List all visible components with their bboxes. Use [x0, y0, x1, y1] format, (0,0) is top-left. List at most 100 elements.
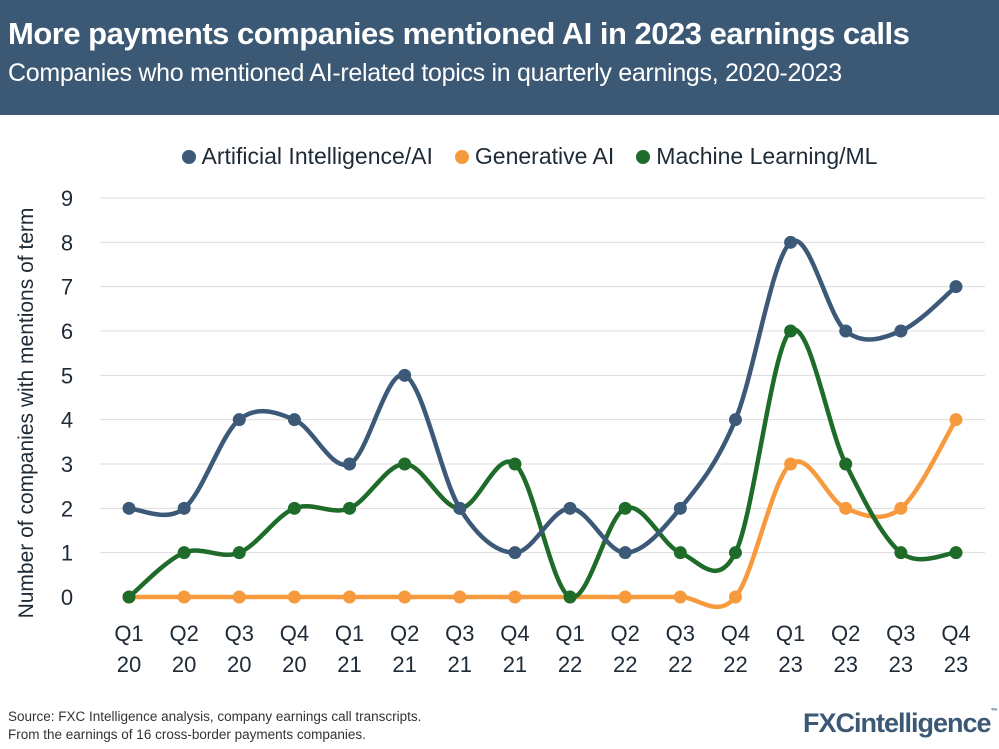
x-tick-label-quarter: Q1 [335, 621, 364, 646]
legend: Artificial Intelligence/AI Generative AI… [0, 143, 999, 170]
y-tick-label: 6 [61, 319, 73, 344]
data-point [673, 501, 687, 515]
data-point [839, 324, 853, 338]
data-point [287, 501, 301, 515]
x-tick-label-quarter: Q1 [555, 621, 584, 646]
y-axis-label: Number of companies with mentions of ter… [15, 208, 38, 619]
x-tick-label-quarter: Q1 [114, 621, 143, 646]
x-tick-label-quarter: Q2 [169, 621, 198, 646]
legend-item-ml: Machine Learning/ML [636, 143, 877, 170]
data-point [839, 457, 853, 471]
x-tick-label-year: 21 [448, 652, 472, 677]
data-point [618, 590, 632, 604]
x-tick-label-quarter: Q4 [941, 621, 970, 646]
data-point [343, 457, 357, 471]
series-line-1 [128, 418, 958, 610]
x-tick-label-year: 23 [944, 652, 968, 677]
data-point [673, 546, 687, 560]
x-tick-label-quarter: Q1 [776, 621, 805, 646]
x-tick-label-year: 22 [723, 652, 747, 677]
x-tick-label-quarter: Q3 [225, 621, 254, 646]
data-point [287, 413, 301, 427]
x-tick-label-year: 22 [558, 652, 582, 677]
x-tick-label-quarter: Q3 [886, 621, 915, 646]
data-point [618, 501, 632, 515]
x-tick-label-year: 21 [503, 652, 527, 677]
header-banner: More payments companies mentioned AI in … [0, 0, 999, 115]
legend-marker-icon [181, 149, 196, 164]
x-tick-label-quarter: Q4 [280, 621, 309, 646]
data-point [177, 590, 191, 604]
legend-label: Machine Learning/ML [656, 143, 878, 169]
x-tick-label-year: 22 [668, 652, 692, 677]
y-tick-label: 1 [61, 541, 73, 566]
data-point [287, 590, 301, 604]
x-tick-label-quarter: Q3 [445, 621, 474, 646]
chart-subtitle: Companies who mentioned AI-related topic… [8, 59, 842, 87]
source-note: Source: FXC Intelligence analysis, compa… [8, 708, 421, 744]
data-point [232, 590, 246, 604]
y-tick-label: 8 [61, 230, 73, 255]
legend-label: Generative AI [474, 143, 615, 169]
data-point [894, 501, 908, 515]
x-tick-label-year: 23 [778, 652, 802, 677]
x-tick-label-year: 23 [889, 652, 913, 677]
data-point [453, 501, 467, 515]
data-point [122, 590, 136, 604]
y-tick-label: 3 [61, 452, 73, 477]
data-point [673, 590, 687, 604]
data-point [508, 590, 522, 604]
legend-label: Artificial Intelligence/AI [201, 143, 433, 169]
data-point [949, 280, 963, 294]
legend-item-genai: Generative AI [454, 143, 615, 170]
line-chart: 0123456789Q120Q220Q320Q420Q121Q221Q321Q4… [15, 186, 985, 677]
legend-marker-icon [454, 149, 469, 164]
x-tick-label-quarter: Q2 [831, 621, 860, 646]
chart-title: More payments companies mentioned AI in … [8, 16, 910, 51]
y-tick-label: 7 [61, 275, 73, 300]
data-point [784, 457, 798, 471]
x-tick-label-quarter: Q2 [611, 621, 640, 646]
fxc-logo: FXCintelligence™ [803, 708, 998, 738]
x-tick-label-year: 21 [392, 652, 416, 677]
y-tick-label: 4 [61, 408, 73, 433]
legend-marker-icon [636, 149, 651, 164]
x-tick-label-year: 23 [833, 652, 857, 677]
x-tick-label-year: 20 [227, 652, 251, 677]
data-point [177, 546, 191, 560]
data-point [784, 324, 798, 338]
data-point [839, 501, 853, 515]
x-tick-label-year: 20 [282, 652, 306, 677]
data-point [177, 501, 191, 515]
data-point [563, 590, 577, 604]
data-point [728, 413, 742, 427]
data-point [949, 546, 963, 560]
data-point [232, 413, 246, 427]
x-tick-label-quarter: Q3 [666, 621, 695, 646]
data-point [728, 546, 742, 560]
data-point [563, 501, 577, 515]
data-point [453, 590, 467, 604]
data-point [949, 413, 963, 427]
y-tick-label: 9 [61, 186, 73, 211]
note-text: From the earnings of 16 cross-border pay… [8, 727, 366, 742]
x-tick-label-year: 22 [613, 652, 637, 677]
x-tick-label-quarter: Q4 [500, 621, 529, 646]
data-point [894, 546, 908, 560]
data-point [398, 590, 412, 604]
logo-text: FXCintelligence [803, 708, 992, 738]
data-point [618, 546, 632, 560]
x-tick-label-quarter: Q2 [390, 621, 419, 646]
y-tick-label: 5 [61, 363, 73, 388]
x-tick-label-year: 20 [117, 652, 141, 677]
data-point [508, 457, 522, 471]
data-point [343, 501, 357, 515]
source-text: Source: FXC Intelligence analysis, compa… [8, 709, 422, 724]
x-tick-label-year: 20 [172, 652, 196, 677]
x-tick-label-year: 21 [337, 652, 361, 677]
data-point [784, 235, 798, 249]
x-tick-label-quarter: Q4 [721, 621, 750, 646]
data-point [122, 501, 136, 515]
y-tick-label: 0 [61, 585, 73, 610]
data-point [398, 457, 412, 471]
